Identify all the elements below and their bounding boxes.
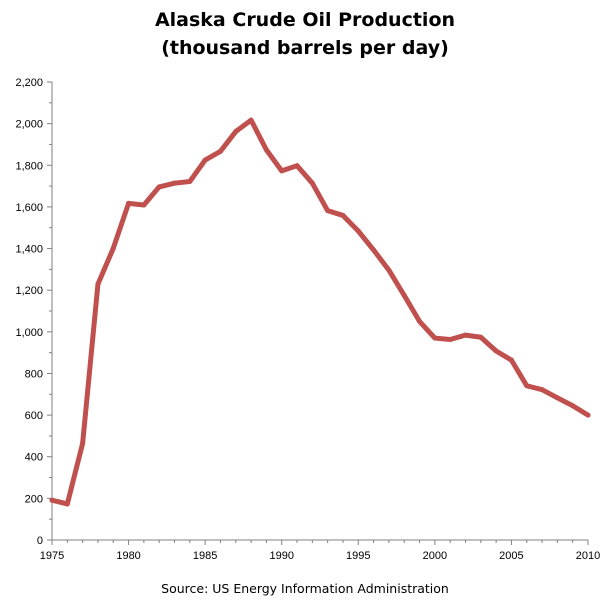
data-point xyxy=(585,412,591,418)
y-tick-label: 1,600 xyxy=(15,202,43,214)
x-tick-label: 2005 xyxy=(499,550,523,562)
data-point xyxy=(202,157,208,163)
chart-subtitle: (thousand barrels per day) xyxy=(161,37,449,59)
production-series-line xyxy=(49,117,591,507)
x-tick-label: 1980 xyxy=(116,550,140,562)
data-point xyxy=(141,202,147,208)
data-point xyxy=(126,200,132,206)
data-point xyxy=(355,228,361,234)
data-point xyxy=(95,281,101,287)
y-tick-label: 400 xyxy=(25,452,43,464)
data-point xyxy=(156,184,162,190)
data-point xyxy=(462,332,468,338)
x-tick-label: 1995 xyxy=(346,550,370,562)
data-point xyxy=(279,168,285,174)
x-tick-label: 2010 xyxy=(576,550,600,562)
data-point xyxy=(386,267,392,273)
x-tick-label: 2000 xyxy=(423,550,447,562)
data-point xyxy=(172,180,178,186)
y-tick-label: 600 xyxy=(25,410,43,422)
chart-title: Alaska Crude Oil Production xyxy=(154,9,456,31)
x-tick-label: 1990 xyxy=(269,550,293,562)
data-point xyxy=(263,147,269,153)
data-point xyxy=(233,129,239,135)
data-point xyxy=(478,334,484,340)
y-tick-label: 1,400 xyxy=(15,244,43,256)
y-tick-label: 2,000 xyxy=(15,119,43,131)
data-point xyxy=(447,337,453,343)
y-tick-label: 1,000 xyxy=(15,327,43,339)
data-point xyxy=(508,357,514,363)
data-point xyxy=(524,383,530,389)
x-tick-label: 1975 xyxy=(40,550,64,562)
data-point xyxy=(294,163,300,169)
data-point xyxy=(554,395,560,401)
data-point xyxy=(217,148,223,154)
data-point xyxy=(325,208,331,214)
data-point xyxy=(49,497,55,503)
data-point xyxy=(80,440,86,446)
chart-title-block: Alaska Crude Oil Production (thousand ba… xyxy=(0,6,610,62)
data-point xyxy=(493,348,499,354)
data-point xyxy=(248,117,254,123)
y-tick-label: 1,800 xyxy=(15,160,43,172)
y-tick-label: 800 xyxy=(25,368,43,380)
y-tick-label: 2,200 xyxy=(15,77,43,89)
data-point xyxy=(187,179,193,185)
y-tick-label: 0 xyxy=(37,535,43,547)
data-point xyxy=(539,387,545,393)
data-point xyxy=(110,245,116,251)
data-point xyxy=(64,501,70,507)
data-point xyxy=(417,318,423,324)
x-tick-label: 1985 xyxy=(193,550,217,562)
data-point xyxy=(309,180,315,186)
y-tick-label: 1,200 xyxy=(15,285,43,297)
y-tick-label: 200 xyxy=(25,493,43,505)
data-point xyxy=(432,335,438,341)
data-point xyxy=(340,212,346,218)
chart-source: Source: US Energy Information Administra… xyxy=(161,581,449,596)
data-point xyxy=(371,247,377,253)
data-point xyxy=(570,403,576,409)
data-point xyxy=(401,292,407,298)
